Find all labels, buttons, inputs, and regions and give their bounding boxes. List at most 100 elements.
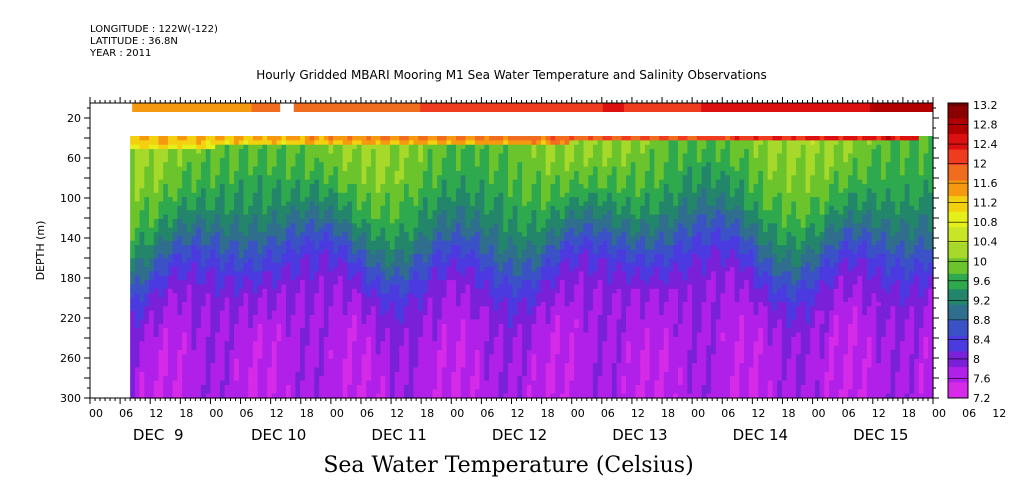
temperature-cell [220,193,225,198]
temperature-cell [437,363,442,368]
temperature-cell [201,180,206,185]
temperature-cell [163,250,168,255]
temperature-cell [324,311,329,316]
temperature-cell [319,341,324,346]
temperature-cell [470,381,475,386]
temperature-cell [135,315,140,320]
temperature-cell [277,245,282,250]
temperature-cell [210,341,215,346]
temperature-cell [158,202,163,207]
temperature-cell [475,328,480,333]
temperature-cell [371,219,376,224]
temperature-cell [163,219,168,224]
temperature-cell [390,350,395,355]
temperature-cell [362,354,367,359]
temperature-cell [390,359,395,364]
temperature-cell [182,267,187,272]
temperature-cell [262,346,267,351]
temperature-cell [130,271,135,276]
temperature-cell [423,236,428,241]
temperature-cell [451,315,456,320]
temperature-cell [154,206,159,211]
temperature-cell [404,372,409,377]
temperature-cell [456,311,461,316]
temperature-cell [366,228,371,233]
temperature-cell [201,188,206,193]
temperature-cell [456,324,461,329]
temperature-cell [177,280,182,285]
temperature-cell [343,167,348,172]
temperature-cell [158,367,163,372]
temperature-cell [451,337,456,342]
temperature-cell [168,184,173,189]
temperature-cell [262,276,267,281]
temperature-cell [333,171,338,176]
temperature-cell [182,215,187,220]
temperature-cell [404,206,409,211]
temperature-cell [163,241,168,246]
temperature-cell [253,188,258,193]
temperature-cell [404,180,409,185]
temperature-cell [154,210,159,215]
temperature-cell [314,372,319,377]
temperature-cell [135,193,140,198]
temperature-cell [201,302,206,307]
temperature-cell [201,341,206,346]
temperature-cell [395,153,400,158]
temperature-cell [149,289,154,294]
temperature-cell [352,215,357,220]
temperature-cell [300,367,305,372]
temperature-cell [380,219,385,224]
temperature-cell [352,319,357,324]
temperature-cell [423,184,428,189]
temperature-cell [182,236,187,241]
temperature-cell [499,258,504,263]
temperature-cell [357,245,362,250]
temperature-cell [352,276,357,281]
temperature-cell [499,149,504,154]
temperature-cell [333,149,338,154]
temperature-cell [371,376,376,381]
temperature-cell [347,210,352,215]
temperature-cell [154,149,159,154]
temperature-cell [277,228,282,233]
temperature-cell [286,319,291,324]
temperature-cell [465,376,470,381]
temperature-cell [277,167,282,172]
temperature-cell [442,306,447,311]
temperature-cell [442,311,447,316]
temperature-cell [173,302,178,307]
temperature-cell [352,315,357,320]
temperature-cell [352,254,357,259]
temperature-cell [470,193,475,198]
temperature-cell [489,254,494,259]
temperature-cell [338,389,343,394]
temperature-cell [206,280,211,285]
temperature-cell [187,206,192,211]
temperature-cell [210,236,215,241]
temperature-cell [423,289,428,294]
temperature-cell [253,184,258,189]
temperature-cell [366,184,371,189]
temperature-cell [253,145,258,150]
temperature-cell [229,215,234,220]
temperature-cell [480,241,485,246]
temperature-cell [329,376,334,381]
temperature-cell [206,171,211,176]
temperature-cell [461,188,466,193]
temperature-cell [272,372,277,377]
temperature-cell [489,333,494,338]
temperature-cell [158,333,163,338]
temperature-cell [414,241,419,246]
temperature-cell [295,210,300,215]
temperature-cell [432,363,437,368]
temperature-cell [277,149,282,154]
temperature-cell [414,223,419,228]
temperature-cell [173,153,178,158]
temperature-cell [291,333,296,338]
temperature-cell [447,258,452,263]
temperature-cell [201,337,206,342]
temperature-cell [494,184,499,189]
temperature-cell [229,350,234,355]
temperature-cell [229,210,234,215]
